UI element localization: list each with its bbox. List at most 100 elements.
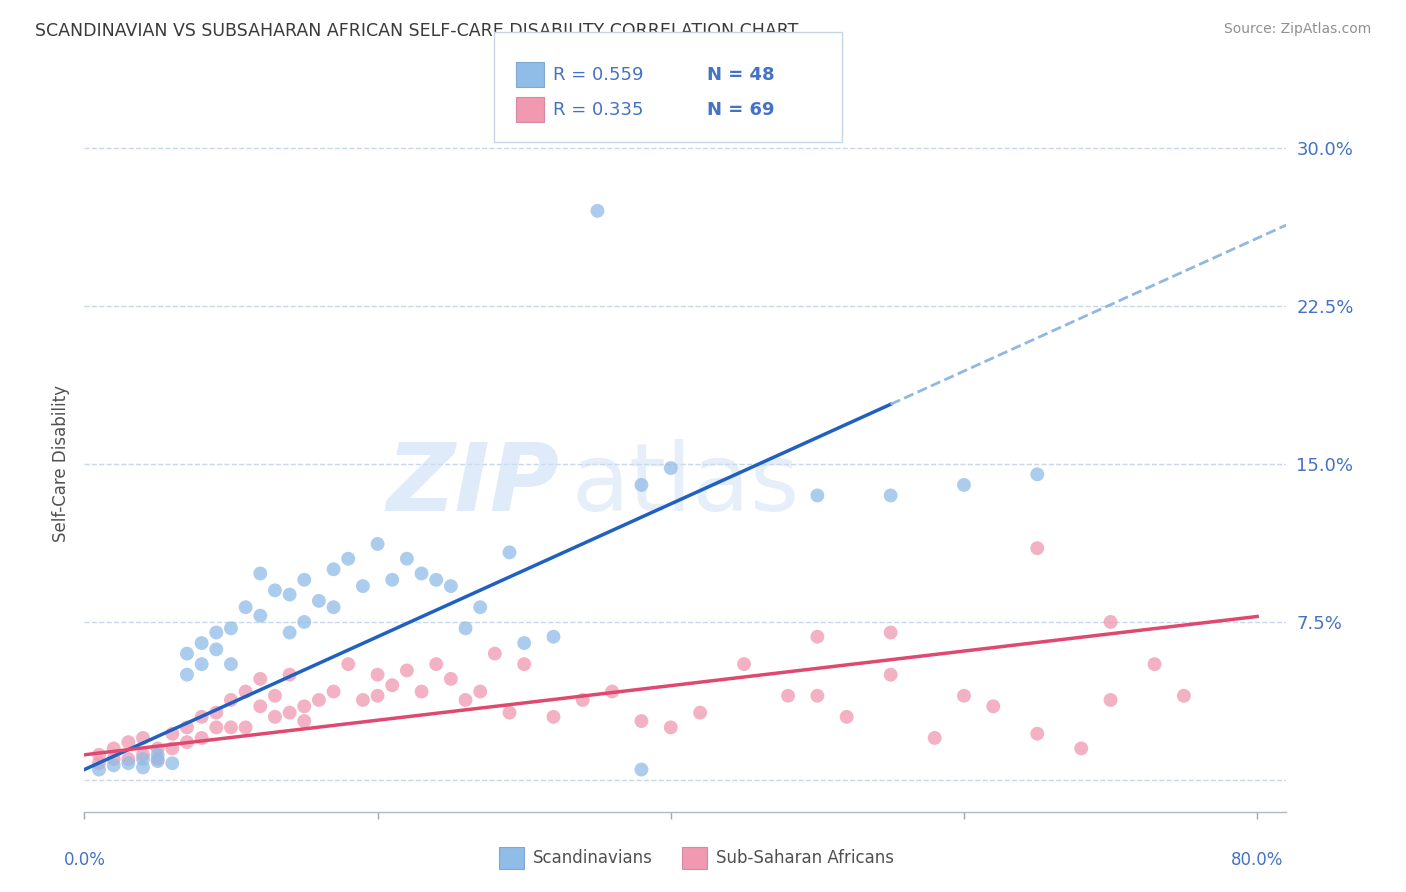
Point (879, 667, 901, 681)
Point (264, 689, 287, 703)
Point (733, 657, 755, 672)
Point (454, 621, 477, 635)
Point (924, 731, 946, 745)
Point (176, 735, 198, 749)
Point (322, 600, 344, 615)
Point (219, 720, 242, 734)
Point (322, 684, 344, 698)
Point (630, 763, 652, 777)
Point (87, 747, 110, 762)
Point (352, 579, 374, 593)
Point (132, 731, 155, 745)
Point (806, 689, 828, 703)
Point (879, 625, 901, 640)
Text: ZIP: ZIP (387, 439, 560, 531)
Point (190, 731, 212, 745)
Text: 0.0%: 0.0% (63, 851, 105, 869)
Point (219, 693, 242, 707)
Point (953, 689, 976, 703)
Text: atlas: atlas (571, 439, 800, 531)
Point (132, 760, 155, 774)
Point (484, 647, 506, 661)
Point (776, 689, 799, 703)
Point (835, 710, 858, 724)
Point (352, 693, 374, 707)
Point (454, 693, 477, 707)
Point (117, 752, 139, 766)
Point (337, 551, 360, 566)
Y-axis label: Self-Care Disability: Self-Care Disability (52, 385, 70, 542)
Point (879, 488, 901, 502)
Point (411, 684, 433, 698)
Point (205, 720, 228, 734)
Point (543, 630, 565, 644)
Point (278, 588, 301, 602)
Point (395, 664, 418, 678)
Point (176, 647, 198, 661)
Point (264, 583, 287, 598)
Point (235, 600, 257, 615)
Point (411, 566, 433, 581)
Point (132, 747, 155, 762)
Point (146, 754, 169, 768)
Point (205, 625, 228, 640)
Text: N = 69: N = 69 (707, 101, 775, 119)
Point (470, 600, 492, 615)
Point (1026, 727, 1049, 741)
Point (278, 667, 301, 681)
Point (205, 706, 228, 720)
Text: N = 48: N = 48 (707, 66, 775, 84)
Point (87, 763, 110, 777)
Point (381, 678, 404, 692)
Point (498, 706, 520, 720)
Point (630, 478, 652, 492)
Point (322, 562, 344, 576)
Point (367, 689, 389, 703)
Point (586, 203, 609, 218)
Point (176, 667, 198, 681)
Point (103, 758, 125, 772)
Point (292, 714, 315, 728)
Point (543, 710, 565, 724)
Text: R = 0.335: R = 0.335 (553, 101, 643, 119)
Point (190, 636, 212, 650)
Text: Scandinavians: Scandinavians (533, 849, 652, 867)
Point (630, 714, 652, 728)
Point (440, 579, 463, 593)
Point (292, 699, 315, 714)
Point (190, 657, 212, 672)
Point (806, 630, 828, 644)
Point (146, 752, 169, 766)
Point (87, 756, 110, 771)
Point (117, 735, 139, 749)
Point (249, 699, 271, 714)
Point (659, 720, 682, 734)
Point (264, 710, 287, 724)
Point (292, 615, 315, 629)
Point (1026, 541, 1049, 556)
Point (162, 727, 184, 741)
Text: Source: ZipAtlas.com: Source: ZipAtlas.com (1223, 22, 1371, 37)
Point (146, 741, 169, 756)
Point (953, 478, 976, 492)
Point (1143, 657, 1166, 672)
Point (425, 573, 447, 587)
Point (292, 573, 315, 587)
Point (1070, 741, 1092, 756)
Point (440, 672, 463, 686)
Point (219, 657, 242, 672)
Point (205, 642, 228, 657)
Point (219, 621, 242, 635)
Point (308, 594, 330, 608)
Point (146, 747, 169, 762)
Point (572, 693, 595, 707)
Point (249, 608, 271, 623)
Point (689, 706, 711, 720)
Point (470, 684, 492, 698)
Point (806, 488, 828, 502)
Text: SCANDINAVIAN VS SUBSAHARAN AFRICAN SELF-CARE DISABILITY CORRELATION CHART: SCANDINAVIAN VS SUBSAHARAN AFRICAN SELF-… (35, 22, 799, 40)
Point (498, 545, 520, 559)
Point (132, 752, 155, 766)
Point (367, 667, 389, 681)
Point (1099, 693, 1122, 707)
